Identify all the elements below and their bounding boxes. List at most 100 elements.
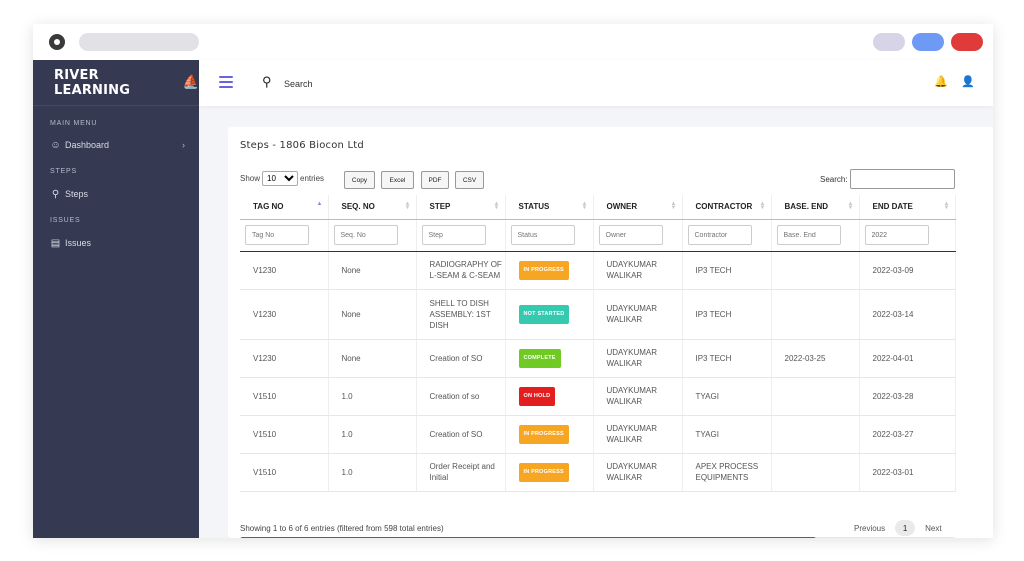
column-header-status[interactable]: STATUS ▲ ▼ (505, 195, 594, 220)
cell-step: Creation of SO (416, 339, 506, 378)
column-header-tag-no[interactable]: TAG NO ▲ (240, 195, 329, 220)
horizontal-scrollbar-thumb[interactable] (240, 537, 816, 538)
cell-base-end-text: 2022-03-25 (784, 353, 826, 363)
cell-step-text: Creation of SO (429, 429, 483, 439)
cell-contractor-text: IP3 TECH (695, 265, 732, 275)
search-icon[interactable]: ⚲ (262, 74, 272, 89)
main-menu-heading: MAIN MENU (50, 120, 98, 127)
sidebar-item-steps[interactable]: ⚲ Steps (33, 185, 199, 203)
cell-base-end (771, 453, 860, 492)
search-input[interactable]: Search (284, 79, 313, 89)
status-badge: IN PROGRESS (518, 462, 569, 482)
cell-end-date-text: 2022-04-01 (872, 353, 914, 363)
brand-logo[interactable]: RIVER LEARNING ⛵ (33, 60, 199, 106)
cell-tag-no-text: V1230 (253, 309, 277, 319)
status-badge: IN PROGRESS (518, 260, 569, 280)
column-header-seq-no[interactable]: SEQ. NO ▲ ▼ (328, 195, 417, 220)
filter-base-end[interactable] (776, 225, 841, 245)
entries-select[interactable]: 10 (262, 171, 299, 186)
cell-base-end (771, 289, 860, 340)
cell-end-date: 2022-04-01 (859, 339, 956, 378)
cell-contractor-text: IP3 TECH (695, 309, 732, 319)
cell-tag-no-text: V1510 (253, 467, 277, 477)
table-row[interactable]: V1230 None SHELL TO DISH ASSEMBLY: 1ST DIS… (240, 289, 956, 340)
cell-seq-no: None (328, 289, 417, 340)
cell-status: IN PROGRESS (505, 453, 594, 492)
table-row[interactable]: V1230 None RADIOGRAPHY OF L-SEAM & C-SEAM I… (240, 251, 956, 290)
topbar: ⚲ Search 🔔 👤 (199, 60, 993, 106)
cell-step-text: RADIOGRAPHY OF L-SEAM & C-SEAM (429, 260, 502, 280)
window-close-button[interactable] (951, 33, 983, 51)
page-button[interactable]: 1 (895, 520, 916, 536)
filter-step[interactable] (421, 225, 486, 245)
cell-end-date-text: 2022-03-14 (872, 309, 914, 319)
filter-contractor[interactable] (687, 225, 752, 245)
next-button[interactable]: Next (925, 523, 942, 533)
show-label: Show (240, 174, 261, 183)
column-header-owner[interactable]: OWNER ▲ ▼ (593, 195, 683, 220)
table-search-input[interactable] (850, 169, 955, 189)
cell-step: Creation of SO (416, 415, 506, 454)
cell-step-text: Creation of so (429, 391, 480, 401)
hamburger-menu-icon[interactable] (219, 76, 233, 88)
cell-status: COMPLETE (505, 339, 594, 378)
chevron-right-icon: › (182, 140, 185, 150)
app-window: RIVER LEARNING ⛵ MAIN MENU ☺ Dashboard ›… (33, 24, 993, 538)
cell-owner: UDAYKUMAR WALIKAR (593, 339, 683, 378)
previous-button[interactable]: Previous (854, 523, 886, 533)
cell-status: IN PROGRESS (505, 251, 594, 290)
sort-icon: ▲ ▼ (943, 201, 950, 211)
csv-button[interactable]: CSV (455, 171, 484, 189)
cell-status: NOT STARTED (505, 289, 594, 340)
copy-button[interactable]: Copy (344, 171, 375, 189)
sidebar: RIVER LEARNING ⛵ MAIN MENU ☺ Dashboard ›… (33, 60, 199, 538)
column-header-contractor[interactable]: CONTRACTOR ▲ ▼ (682, 195, 772, 220)
column-header-step[interactable]: STEP ▲ ▼ (416, 195, 506, 220)
issues-heading: ISSUES (50, 217, 81, 224)
cell-end-date: 2022-03-09 (859, 251, 956, 290)
cell-end-date: 2022-03-27 (859, 415, 956, 454)
table-row[interactable]: V1510 1.0 Creation of SO IN PROGRESS UDAYKUM… (240, 415, 956, 454)
address-bar[interactable] (79, 33, 199, 51)
cell-owner-text: UDAYKUMAR WALIKAR (606, 260, 658, 280)
cell-status: IN PROGRESS (505, 415, 594, 454)
filter-owner[interactable] (598, 225, 663, 245)
table-row[interactable]: V1510 1.0 Creation of so ON HOLD UDAYKUMAR W… (240, 377, 956, 416)
window-chrome (33, 24, 993, 60)
sidebar-item-issues[interactable]: ▤ Issues (33, 234, 199, 252)
pdf-button[interactable]: PDF (421, 171, 449, 189)
filter-seq-no[interactable] (333, 225, 398, 245)
cell-seq-no: 1.0 (328, 377, 417, 416)
table-row[interactable]: V1510 1.0 Order Receipt and Initial IN PROG… (240, 453, 956, 492)
cell-contractor: IP3 TECH (682, 339, 772, 378)
cell-seq-no-text: None (341, 265, 361, 275)
cell-step: Order Receipt and Initial (416, 453, 506, 492)
filter-end-date[interactable] (864, 225, 929, 245)
window-minimize-button[interactable] (873, 33, 905, 51)
filter-status[interactable] (510, 225, 575, 245)
sort-icon: ▲ ▼ (493, 201, 500, 211)
cell-base-end (771, 377, 860, 416)
cell-step: RADIOGRAPHY OF L-SEAM & C-SEAM (416, 251, 506, 290)
bell-icon[interactable]: 🔔 (934, 76, 948, 88)
window-maximize-button[interactable] (912, 33, 944, 51)
cell-owner-text: UDAYKUMAR WALIKAR (606, 424, 658, 444)
sidebar-item-label: Steps (65, 189, 89, 199)
sidebar-item-dashboard[interactable]: ☺ Dashboard › (33, 136, 199, 154)
cell-contractor-text: TYAGI (695, 429, 719, 439)
cell-owner: UDAYKUMAR WALIKAR (593, 415, 683, 454)
cell-seq-no-text: 1.0 (341, 429, 353, 439)
excel-button[interactable]: Excel (381, 171, 414, 189)
cell-contractor: APEX PROCESS EQUIPMENTS (682, 453, 772, 492)
filter-tag-no[interactable] (245, 225, 309, 245)
cell-seq-no-text: 1.0 (341, 467, 353, 477)
cell-step-text: Order Receipt and Initial (429, 462, 495, 482)
steps-card: Steps - 1806 Biocon Ltd Show 10 entries … (228, 127, 993, 538)
cell-owner: UDAYKUMAR WALIKAR (593, 251, 683, 290)
table-row[interactable]: V1230 None Creation of SO COMPLETE UDAYKUMAR… (240, 339, 956, 378)
column-header-base-end[interactable]: BASE. END ▲ ▼ (771, 195, 860, 220)
filter-row (240, 219, 956, 252)
user-account-icon[interactable]: 👤 (961, 76, 975, 88)
column-header-end-date[interactable]: END DATE ▲ ▼ (859, 195, 956, 220)
cell-base-end (771, 415, 860, 454)
